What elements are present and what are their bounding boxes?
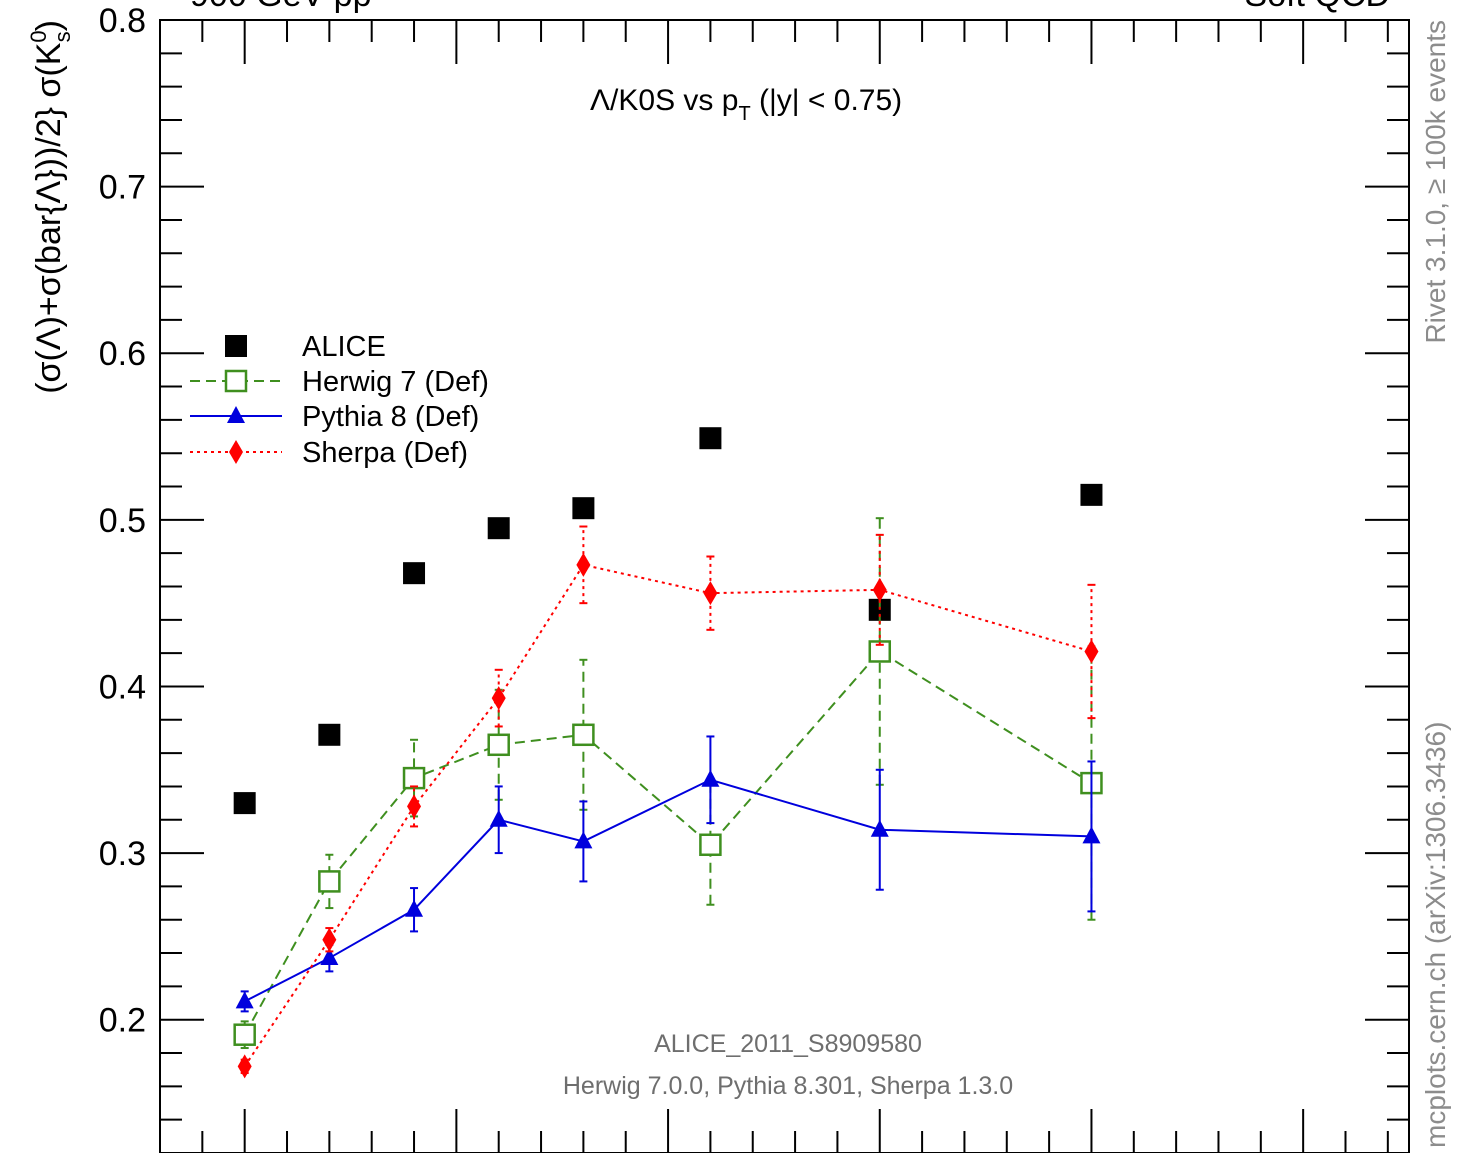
- legend-label: Pythia 8 (Def): [302, 401, 479, 433]
- y-axis-label: (σ(Λ)+σ(bar{Λ}))/2} σ(K0s): [26, 20, 75, 394]
- y-tick-label: 0.6: [99, 335, 146, 373]
- y-tick-labels: 0.2 0.3 0.4 0.5 0.6 0.7 0.8: [99, 2, 146, 1040]
- series-layer: [233, 427, 1103, 1079]
- chart-title-tail: (|y| < 0.75): [751, 84, 902, 117]
- chart-title-main: Λ/K0S vs p: [590, 84, 738, 117]
- y-tick-label: 0.5: [99, 502, 146, 540]
- data-point: [489, 809, 508, 827]
- series-line: [244, 778, 1092, 1003]
- data-point: [402, 766, 426, 790]
- y-axis-label-main: (σ(Λ)+σ(bar{Λ}))/2} σ(K: [30, 42, 68, 393]
- header-right: Soft QCD: [1245, 0, 1390, 14]
- data-point: [227, 406, 245, 423]
- legend-label: Sherpa (Def): [302, 437, 468, 469]
- credit-generators: Herwig 7.0.0, Pythia 8.301, Sherpa 1.3.0: [563, 1072, 1013, 1100]
- data-point: [322, 927, 337, 952]
- data-point: [318, 870, 341, 893]
- data-point: [407, 794, 422, 819]
- data-point: [703, 581, 718, 606]
- data-point: [1080, 483, 1103, 506]
- chart-title-sub: T: [738, 103, 750, 125]
- data-point: [868, 640, 892, 663]
- data-point: [1082, 826, 1101, 844]
- credit-analysis: ALICE_2011_S8909580: [654, 1030, 922, 1058]
- series-pythia-8-def: [235, 735, 1101, 1013]
- series-line: [243, 650, 1092, 1036]
- y-tick-label: 0.7: [99, 169, 146, 207]
- chart-title: Λ/K0S vs pT (|y| < 0.75): [590, 84, 902, 125]
- data-point: [235, 991, 254, 1009]
- side-label-mcplots: mcplots.cern.ch (arXiv:1306.3436): [1420, 722, 1451, 1148]
- y-tick-label: 0.2: [99, 1002, 146, 1040]
- data-point: [491, 686, 506, 711]
- header-left: 900 GeV pp: [190, 0, 371, 14]
- series-herwig-7-def: [233, 517, 1103, 1050]
- y-axis-label-sup: 0: [26, 30, 51, 42]
- y-tick-label: 0.8: [99, 2, 146, 40]
- data-point: [233, 1023, 256, 1046]
- plot-frame: [159, 19, 1410, 1153]
- data-point: [225, 335, 247, 357]
- y-axis-label-tail: ): [30, 20, 68, 31]
- data-point: [1084, 639, 1099, 664]
- data-point: [699, 833, 722, 857]
- side-label-rivet: Rivet 3.1.0, ≥ 100k events: [1420, 20, 1451, 344]
- legend-entry: Sherpa (Def): [190, 437, 468, 469]
- data-point: [233, 792, 256, 815]
- legend-entry: Pythia 8 (Def): [190, 401, 479, 433]
- data-point: [237, 1054, 252, 1079]
- series-sherpa-def: [237, 525, 1099, 1079]
- data-point: [701, 769, 720, 787]
- series-alice: [233, 427, 1103, 815]
- data-point: [318, 723, 341, 746]
- data-point: [870, 819, 889, 837]
- axis-ticks: [160, 19, 1409, 1153]
- series-line: [243, 563, 1092, 1067]
- data-point: [572, 497, 595, 520]
- legend-entry: Herwig 7 (Def): [190, 366, 489, 398]
- data-point: [320, 948, 339, 966]
- data-point: [699, 427, 722, 450]
- data-point: [574, 831, 593, 849]
- data-point: [229, 440, 243, 464]
- data-point: [405, 899, 424, 917]
- y-tick-label: 0.4: [99, 668, 146, 706]
- data-point: [576, 552, 591, 577]
- legend-label: Herwig 7 (Def): [302, 366, 489, 398]
- data-point: [868, 598, 891, 621]
- legend-entry: ALICE: [225, 331, 386, 363]
- y-axis-label-sub: s: [50, 31, 75, 42]
- data-point: [872, 577, 887, 602]
- legend-label: ALICE: [302, 331, 386, 363]
- data-point: [572, 723, 595, 747]
- data-point: [224, 369, 248, 393]
- data-point: [487, 733, 510, 757]
- y-tick-label: 0.3: [99, 835, 146, 873]
- data-point: [487, 517, 510, 540]
- data-point: [403, 562, 426, 585]
